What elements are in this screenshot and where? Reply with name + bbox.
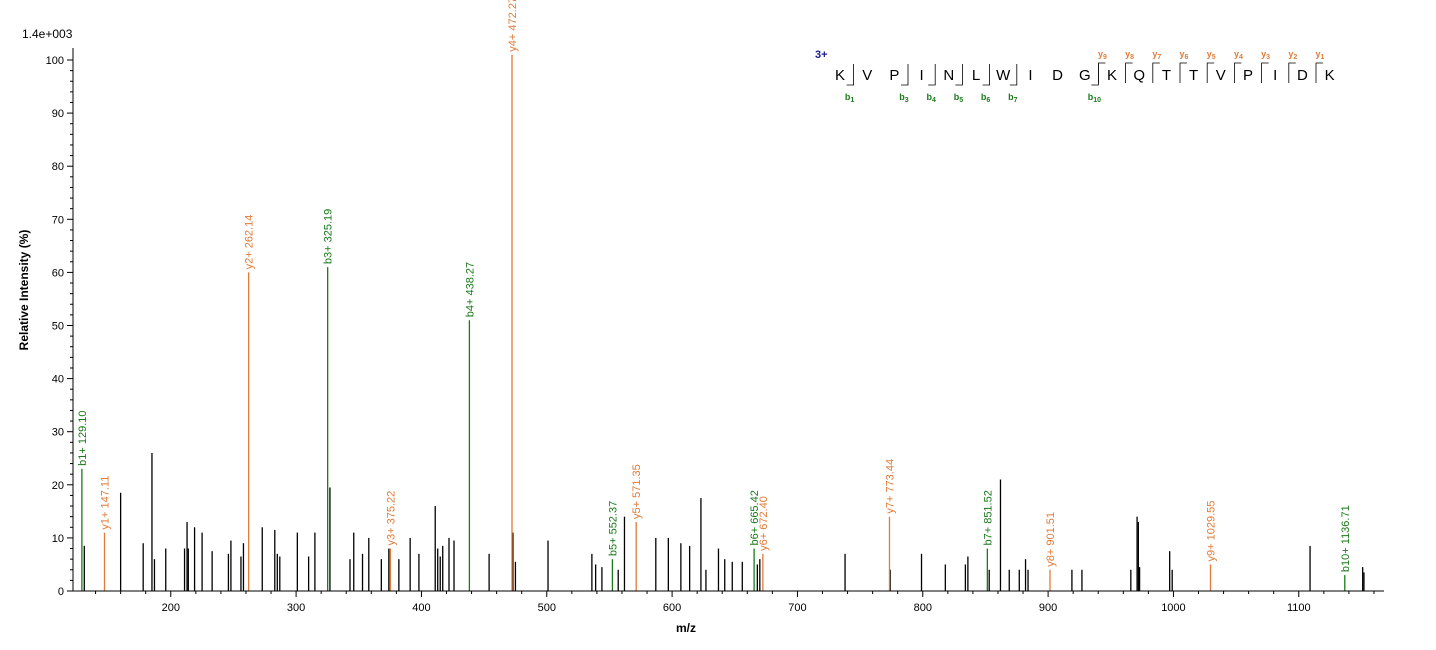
sequence-residue: I bbox=[1273, 67, 1277, 84]
sequence-residue: L bbox=[972, 67, 980, 84]
peak-label: b7+ 851.52 bbox=[982, 490, 994, 545]
y-tick-label: 100 bbox=[46, 55, 64, 67]
sequence-residue: T bbox=[1162, 67, 1171, 84]
x-tick-label: 600 bbox=[663, 602, 681, 614]
sequence-residue: I bbox=[920, 67, 924, 84]
y-cleavage-mark bbox=[1125, 62, 1133, 83]
peak-label: b4+ 438.27 bbox=[464, 262, 476, 317]
sequence-residue: W bbox=[996, 67, 1011, 84]
b-ion-mark: b6 bbox=[981, 92, 991, 104]
x-tick-label: 1000 bbox=[1161, 602, 1185, 614]
peak-label: y1+ 147.11 bbox=[99, 476, 111, 530]
y-cleavage-mark bbox=[1098, 62, 1106, 83]
y-tick-label: 50 bbox=[52, 321, 64, 333]
peak-label: y9+ 1029.55 bbox=[1205, 501, 1217, 562]
charge-state-label: 3+ bbox=[815, 49, 828, 61]
b-ion-mark: b7 bbox=[1008, 92, 1018, 104]
peak-label: y2+ 262.14 bbox=[244, 215, 256, 270]
y-cleavage-mark bbox=[1179, 62, 1187, 83]
y-tick-label: 10 bbox=[52, 533, 64, 545]
y-ion-mark: y4 bbox=[1234, 49, 1243, 61]
x-tick-label: 800 bbox=[914, 602, 932, 614]
y-axis-title: Relative Intensity (%) bbox=[17, 230, 31, 351]
sequence-residue: D bbox=[1297, 67, 1308, 84]
y-cleavage-mark bbox=[1234, 62, 1242, 83]
sequence-residue: T bbox=[1189, 67, 1198, 84]
y-tick-label: 40 bbox=[52, 374, 64, 386]
peak-label: y4+ 472.27 bbox=[507, 0, 519, 52]
x-tick-label: 1100 bbox=[1287, 602, 1311, 614]
y-ion-mark: y9 bbox=[1098, 49, 1107, 61]
y-cleavage-mark bbox=[1315, 62, 1323, 83]
peak-label: y3+ 375.22 bbox=[385, 491, 397, 546]
peak-labels-layer: b1+ 129.10 b3+ 325.19 b4+ 438.27 b5+ 552.37… bbox=[77, 0, 1352, 572]
b-cleavage-mark bbox=[1009, 64, 1018, 86]
peak-label: y8+ 901.51 bbox=[1045, 512, 1057, 567]
y-ion-mark: y2 bbox=[1288, 49, 1297, 61]
sequence-residue: K bbox=[835, 67, 845, 84]
y-ion-mark: y5 bbox=[1207, 49, 1216, 61]
y-cleavage-mark bbox=[1288, 62, 1296, 83]
sequence-residue: P bbox=[889, 67, 899, 84]
b-ion-mark: b10 bbox=[1088, 92, 1101, 104]
y-cleavage-mark bbox=[1206, 62, 1215, 83]
y-ion-mark: y6 bbox=[1180, 49, 1189, 61]
x-tick-label: 900 bbox=[1039, 602, 1057, 614]
b-cleavage-mark bbox=[928, 64, 936, 86]
sequence-residue: I bbox=[1028, 67, 1032, 84]
peak-label: b5+ 552.37 bbox=[607, 501, 619, 556]
b-ion-mark: b4 bbox=[926, 92, 936, 104]
axes-layer: 200 300 400 500 600 700 800 900 1000 1100 0 10 20 30 4… bbox=[46, 48, 1384, 614]
sequence-residue: K bbox=[1325, 67, 1335, 84]
b-cleavage-mark bbox=[846, 64, 854, 86]
y-tick-label: 60 bbox=[52, 267, 64, 279]
b-cleavage-mark bbox=[955, 64, 963, 86]
peak-label: y5+ 571.35 bbox=[631, 464, 643, 519]
y-tick-label: 20 bbox=[52, 480, 64, 492]
x-tick-label: 400 bbox=[412, 602, 430, 614]
sequence-residue: K bbox=[1107, 67, 1117, 84]
y-ion-mark: y7 bbox=[1152, 49, 1161, 61]
x-axis-title: m/z bbox=[676, 621, 696, 635]
peak-label: b1+ 129.10 bbox=[77, 410, 89, 465]
peak-label: y6+ 672.40 bbox=[758, 496, 770, 551]
sequence-residue: V bbox=[862, 67, 872, 84]
x-tick-label: 700 bbox=[788, 602, 806, 614]
sequence-residue: D bbox=[1052, 67, 1063, 84]
peak-label: b10+ 1136.71 bbox=[1340, 505, 1352, 572]
y-tick-label: 70 bbox=[52, 214, 64, 226]
x-tick-label: 500 bbox=[538, 602, 556, 614]
x-tick-label: 300 bbox=[287, 602, 305, 614]
intensity-scale-label: 1.4e+003 bbox=[22, 27, 73, 41]
x-tick-label: 200 bbox=[162, 602, 180, 614]
sequence-residue: V bbox=[1216, 67, 1226, 84]
y-cleavage-mark bbox=[1261, 62, 1269, 83]
sequence-residue: G bbox=[1079, 67, 1091, 84]
y-tick-label: 80 bbox=[52, 161, 64, 173]
peak-label: b6+ 665.42 bbox=[749, 490, 761, 545]
peaks-layer bbox=[81, 54, 1365, 591]
sequence-residue: N bbox=[943, 67, 954, 84]
b-ion-mark: b3 bbox=[899, 92, 909, 104]
sequence-residue: P bbox=[1243, 67, 1253, 84]
b-ion-mark: b1 bbox=[845, 92, 855, 104]
y-ion-mark: y1 bbox=[1316, 49, 1325, 61]
y-tick-label: 30 bbox=[52, 427, 64, 439]
y-tick-label: 0 bbox=[58, 586, 64, 598]
sequence-residue: Q bbox=[1133, 67, 1145, 84]
peak-label: b3+ 325.19 bbox=[323, 209, 335, 264]
b-cleavage-mark bbox=[982, 64, 990, 86]
b-ion-mark: b5 bbox=[954, 92, 964, 104]
y-ion-mark: y3 bbox=[1261, 49, 1270, 61]
peak-label: y7+ 773.44 bbox=[884, 459, 896, 514]
y-ion-mark: y8 bbox=[1125, 49, 1134, 61]
y-tick-label: 90 bbox=[52, 108, 64, 120]
b-cleavage-mark bbox=[901, 64, 909, 86]
y-cleavage-mark bbox=[1152, 62, 1160, 83]
b-cleavage-mark bbox=[1091, 64, 1099, 86]
